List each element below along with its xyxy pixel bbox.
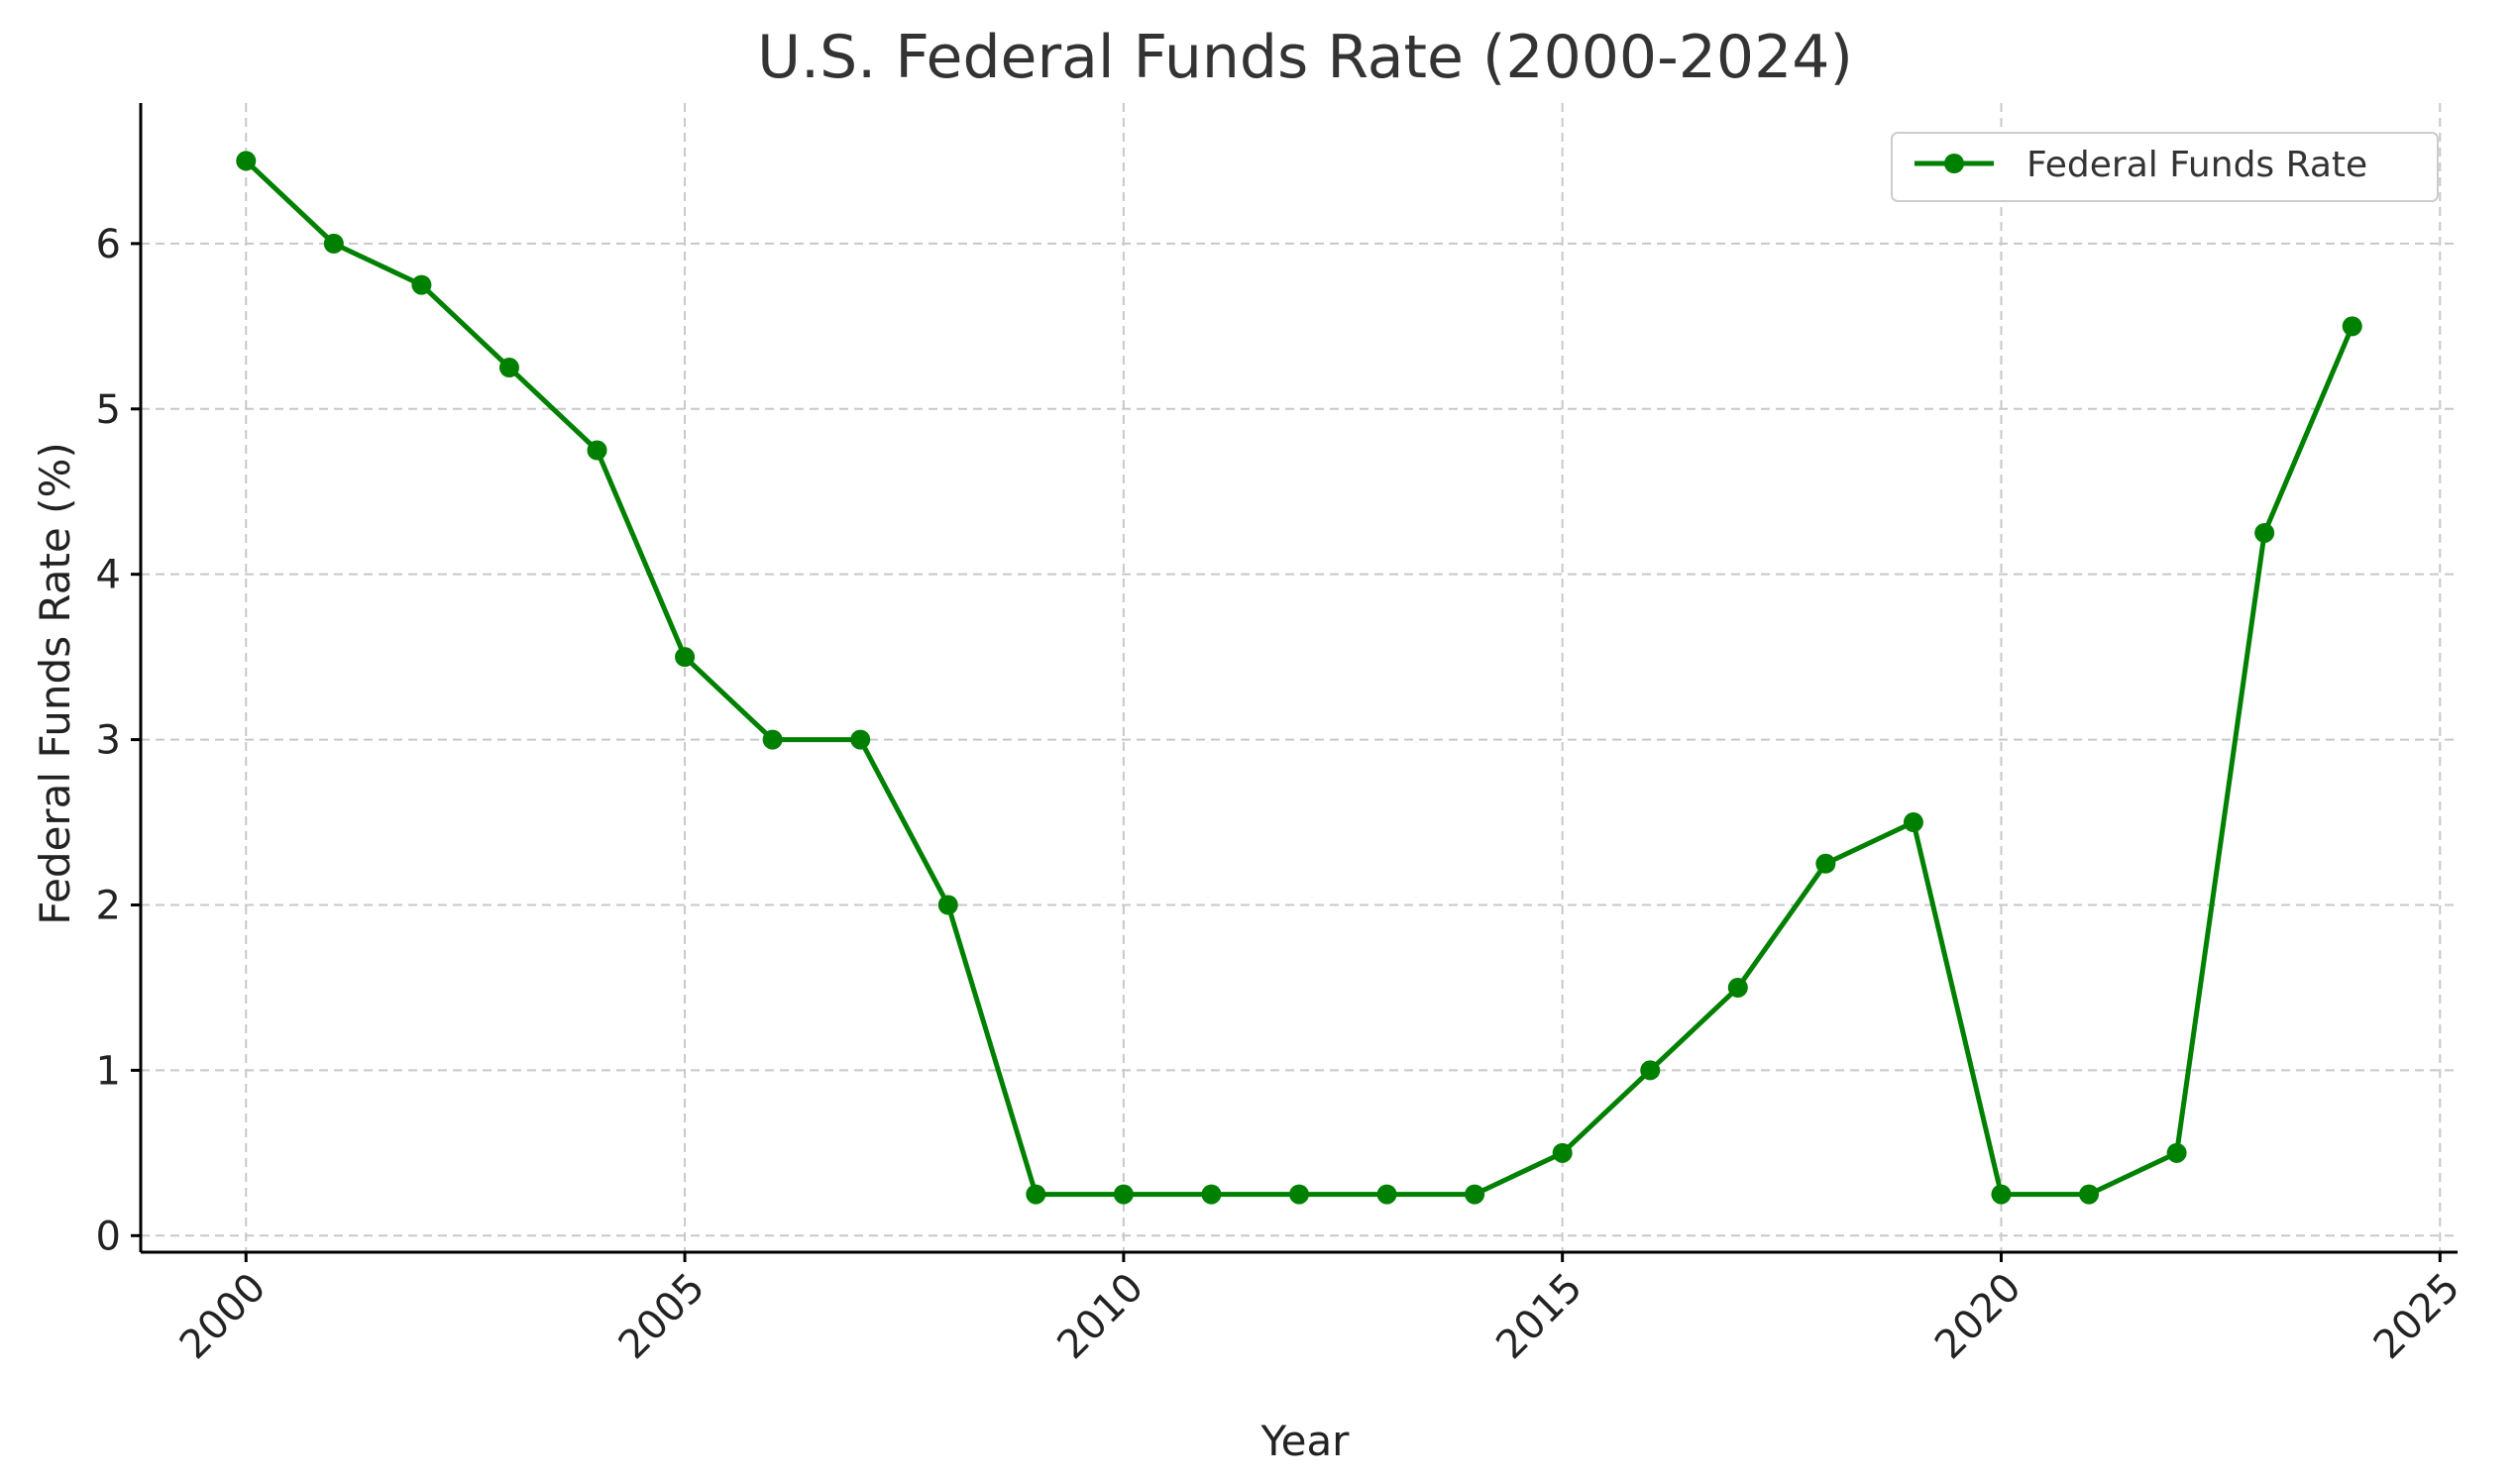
- x-tick-label: 2000: [171, 1265, 275, 1369]
- data-point: [762, 729, 783, 750]
- y-tick-label: 1: [96, 1048, 121, 1094]
- data-point: [1465, 1184, 1485, 1205]
- y-tick-label: 6: [96, 222, 121, 267]
- data-point: [2079, 1184, 2100, 1205]
- data-point: [850, 729, 871, 750]
- data-point: [1376, 1184, 1397, 1205]
- x-tick-label: 2025: [2365, 1265, 2469, 1369]
- data-point: [587, 440, 607, 461]
- series-line: [243, 158, 2355, 1198]
- x-tick-label: 2015: [1487, 1265, 1591, 1369]
- y-tick-label: 4: [96, 553, 121, 598]
- data-point: [1289, 1184, 1309, 1205]
- legend-box: [1891, 132, 2439, 202]
- data-point: [1552, 1142, 1573, 1163]
- x-tick-label: 2010: [1048, 1265, 1152, 1369]
- data-point: [498, 358, 519, 378]
- data-point: [323, 233, 344, 254]
- grid: [141, 103, 2458, 1252]
- data-point: [1113, 1184, 1134, 1205]
- data-point: [1991, 1184, 2012, 1205]
- data-point: [1727, 977, 1748, 998]
- y-axis-ticks: 0 1 2 3 4 5 6: [96, 222, 141, 1259]
- x-tick-label: 2020: [1926, 1265, 2030, 1369]
- chart-title: U.S. Federal Funds Rate (2000-2024): [757, 23, 1853, 92]
- y-tick-label: 2: [96, 883, 121, 928]
- data-point: [1640, 1060, 1661, 1081]
- y-tick-label: 0: [96, 1214, 121, 1259]
- legend-marker-swatch: [1944, 154, 1964, 173]
- data-point: [2166, 1142, 2187, 1163]
- data-point: [2254, 522, 2275, 543]
- data-point: [1026, 1184, 1046, 1205]
- data-point: [2342, 316, 2362, 337]
- x-axis-ticks: 2000 2005 2010 2015 2020 2025: [171, 1252, 2469, 1369]
- data-point: [1201, 1184, 1222, 1205]
- y-tick-label: 5: [96, 387, 121, 433]
- legend: Federal Funds Rate: [1891, 132, 2439, 202]
- data-point: [675, 647, 696, 668]
- data-point: [937, 895, 958, 915]
- x-tick-label: 2005: [610, 1265, 714, 1369]
- y-axis-title: Federal Funds Rate (%): [31, 442, 79, 925]
- x-axis-title: Year: [1260, 1417, 1351, 1465]
- series-layer: [236, 151, 2362, 1205]
- axes: [139, 103, 2458, 1254]
- data-point: [411, 274, 432, 295]
- data-point: [1903, 812, 1923, 833]
- data-point: [236, 151, 257, 171]
- legend-label: Federal Funds Rate: [2026, 145, 2367, 185]
- y-tick-label: 3: [96, 718, 121, 764]
- data-point: [1815, 853, 1836, 874]
